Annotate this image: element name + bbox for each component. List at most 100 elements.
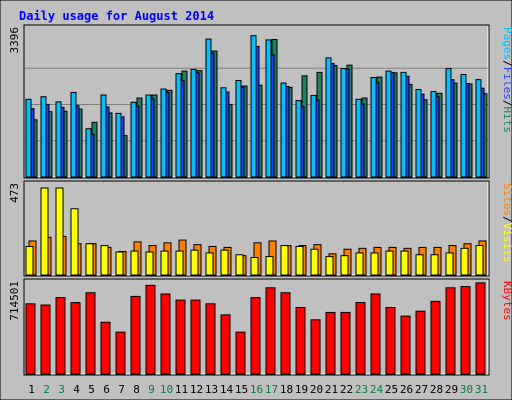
bar-hits-11 bbox=[175, 73, 182, 178]
bar-visits-7 bbox=[115, 251, 124, 276]
bar-visits-23 bbox=[355, 252, 364, 276]
bar-kbytes-25 bbox=[385, 306, 396, 375]
legend-middle: Sites/Visits bbox=[501, 183, 512, 263]
bar-kbytes-19 bbox=[295, 306, 306, 375]
bar-visits-15 bbox=[235, 254, 244, 276]
panel-middle: 473 Sites/Visits bbox=[8, 180, 512, 277]
bar-hits-25 bbox=[385, 70, 392, 178]
bar-kbytes-22 bbox=[340, 311, 351, 375]
panel-bottom: 714501 KBytes bbox=[8, 278, 512, 376]
bar-kbytes-27 bbox=[415, 310, 426, 375]
legend-bottom: KBytes bbox=[501, 281, 512, 321]
bar-hits-13 bbox=[205, 38, 212, 178]
x-tick-label: 3 bbox=[58, 383, 65, 396]
x-tick-label: 9 bbox=[148, 383, 155, 396]
bar-hits-22 bbox=[340, 68, 347, 178]
bar-visits-27 bbox=[415, 254, 424, 276]
bar-hits-9 bbox=[145, 94, 152, 178]
bar-hits-14 bbox=[220, 87, 227, 178]
x-tick-label: 20 bbox=[310, 383, 323, 396]
bar-hits-17 bbox=[265, 39, 272, 178]
bar-visits-13 bbox=[205, 252, 214, 276]
bar-kbytes-18 bbox=[280, 292, 291, 375]
x-tick-label: 15 bbox=[235, 383, 248, 396]
bar-kbytes-23 bbox=[355, 302, 366, 375]
y-axis-max-label: 3396 bbox=[8, 27, 21, 54]
bar-kbytes-2 bbox=[40, 304, 51, 375]
x-tick-label: 17 bbox=[265, 383, 278, 396]
legend-item: / bbox=[501, 216, 512, 223]
legend-item: Files bbox=[501, 67, 512, 100]
bar-kbytes-10 bbox=[160, 293, 171, 375]
bar-visits-26 bbox=[400, 250, 409, 276]
legend-item: Hits bbox=[501, 107, 512, 134]
x-tick-label: 8 bbox=[133, 383, 140, 396]
bar-visits-1 bbox=[25, 245, 34, 276]
bar-hits-1 bbox=[25, 98, 32, 178]
bar-kbytes-20 bbox=[310, 319, 321, 375]
bar-kbytes-15 bbox=[235, 331, 246, 375]
x-tick-label: 4 bbox=[73, 383, 80, 396]
bar-visits-10 bbox=[160, 250, 169, 276]
x-tick-label: 6 bbox=[103, 383, 110, 396]
bar-visits-28 bbox=[430, 254, 439, 276]
x-tick-label: 24 bbox=[370, 383, 384, 396]
bar-kbytes-13 bbox=[205, 303, 216, 375]
bar-hits-16 bbox=[250, 35, 257, 178]
bar-kbytes-11 bbox=[175, 299, 186, 375]
x-tick-label: 21 bbox=[325, 383, 338, 396]
bar-kbytes-3 bbox=[55, 297, 66, 375]
x-tick-label: 5 bbox=[88, 383, 95, 396]
bar-kbytes-16 bbox=[250, 297, 261, 375]
bar-visits-16 bbox=[250, 257, 259, 276]
x-tick-label: 18 bbox=[280, 383, 293, 396]
bar-visits-14 bbox=[220, 249, 229, 276]
x-tick-label: 10 bbox=[160, 383, 173, 396]
bar-hits-18 bbox=[280, 82, 287, 178]
bar-hits-3 bbox=[55, 101, 62, 178]
bar-hits-12 bbox=[190, 68, 197, 178]
bar-kbytes-8 bbox=[130, 295, 141, 375]
bar-visits-30 bbox=[460, 247, 469, 276]
bar-hits-6 bbox=[100, 94, 107, 178]
x-tick-label: 25 bbox=[385, 383, 398, 396]
bar-kbytes-17 bbox=[265, 287, 276, 375]
bar-hits-26 bbox=[400, 71, 407, 178]
bar-hits-2 bbox=[40, 96, 47, 178]
legend-item: KBytes bbox=[501, 281, 512, 321]
bar-hits-7 bbox=[115, 112, 122, 178]
x-tick-label: 19 bbox=[295, 383, 308, 396]
legend-item: / bbox=[501, 100, 512, 107]
bar-visits-11 bbox=[175, 250, 184, 276]
bar-kbytes-5 bbox=[85, 292, 96, 375]
x-tick-label: 2 bbox=[43, 383, 50, 396]
bar-visits-31 bbox=[475, 245, 484, 276]
x-tick-label: 1 bbox=[28, 383, 35, 396]
x-tick-label: 13 bbox=[205, 383, 218, 396]
bar-kbytes-12 bbox=[190, 299, 201, 375]
bar-visits-17 bbox=[265, 256, 274, 276]
bar-hits-15 bbox=[235, 80, 242, 178]
bar-visits-4 bbox=[70, 208, 79, 276]
x-tick-label: 16 bbox=[250, 383, 263, 396]
bar-visits-25 bbox=[385, 250, 394, 276]
bar-kbytes-4 bbox=[70, 302, 81, 375]
bar-visits-5 bbox=[85, 243, 94, 276]
x-tick-label: 27 bbox=[415, 383, 428, 396]
bar-visits-2 bbox=[40, 187, 49, 276]
x-tick-label: 28 bbox=[430, 383, 443, 396]
y-axis-max-label: 473 bbox=[8, 183, 21, 203]
bar-kbytes-9 bbox=[145, 284, 156, 375]
bar-kbytes-30 bbox=[460, 286, 471, 375]
bar-visits-12 bbox=[190, 249, 199, 276]
bar-visits-20 bbox=[310, 248, 319, 276]
bar-hits-4 bbox=[70, 91, 77, 178]
bar-hits-28 bbox=[430, 91, 437, 178]
y-axis-max-label: 714501 bbox=[8, 281, 21, 321]
x-tick-label: 26 bbox=[400, 383, 413, 396]
bar-visits-3 bbox=[55, 187, 64, 276]
bar-hits-31 bbox=[475, 79, 482, 178]
x-tick-label: 11 bbox=[175, 383, 188, 396]
